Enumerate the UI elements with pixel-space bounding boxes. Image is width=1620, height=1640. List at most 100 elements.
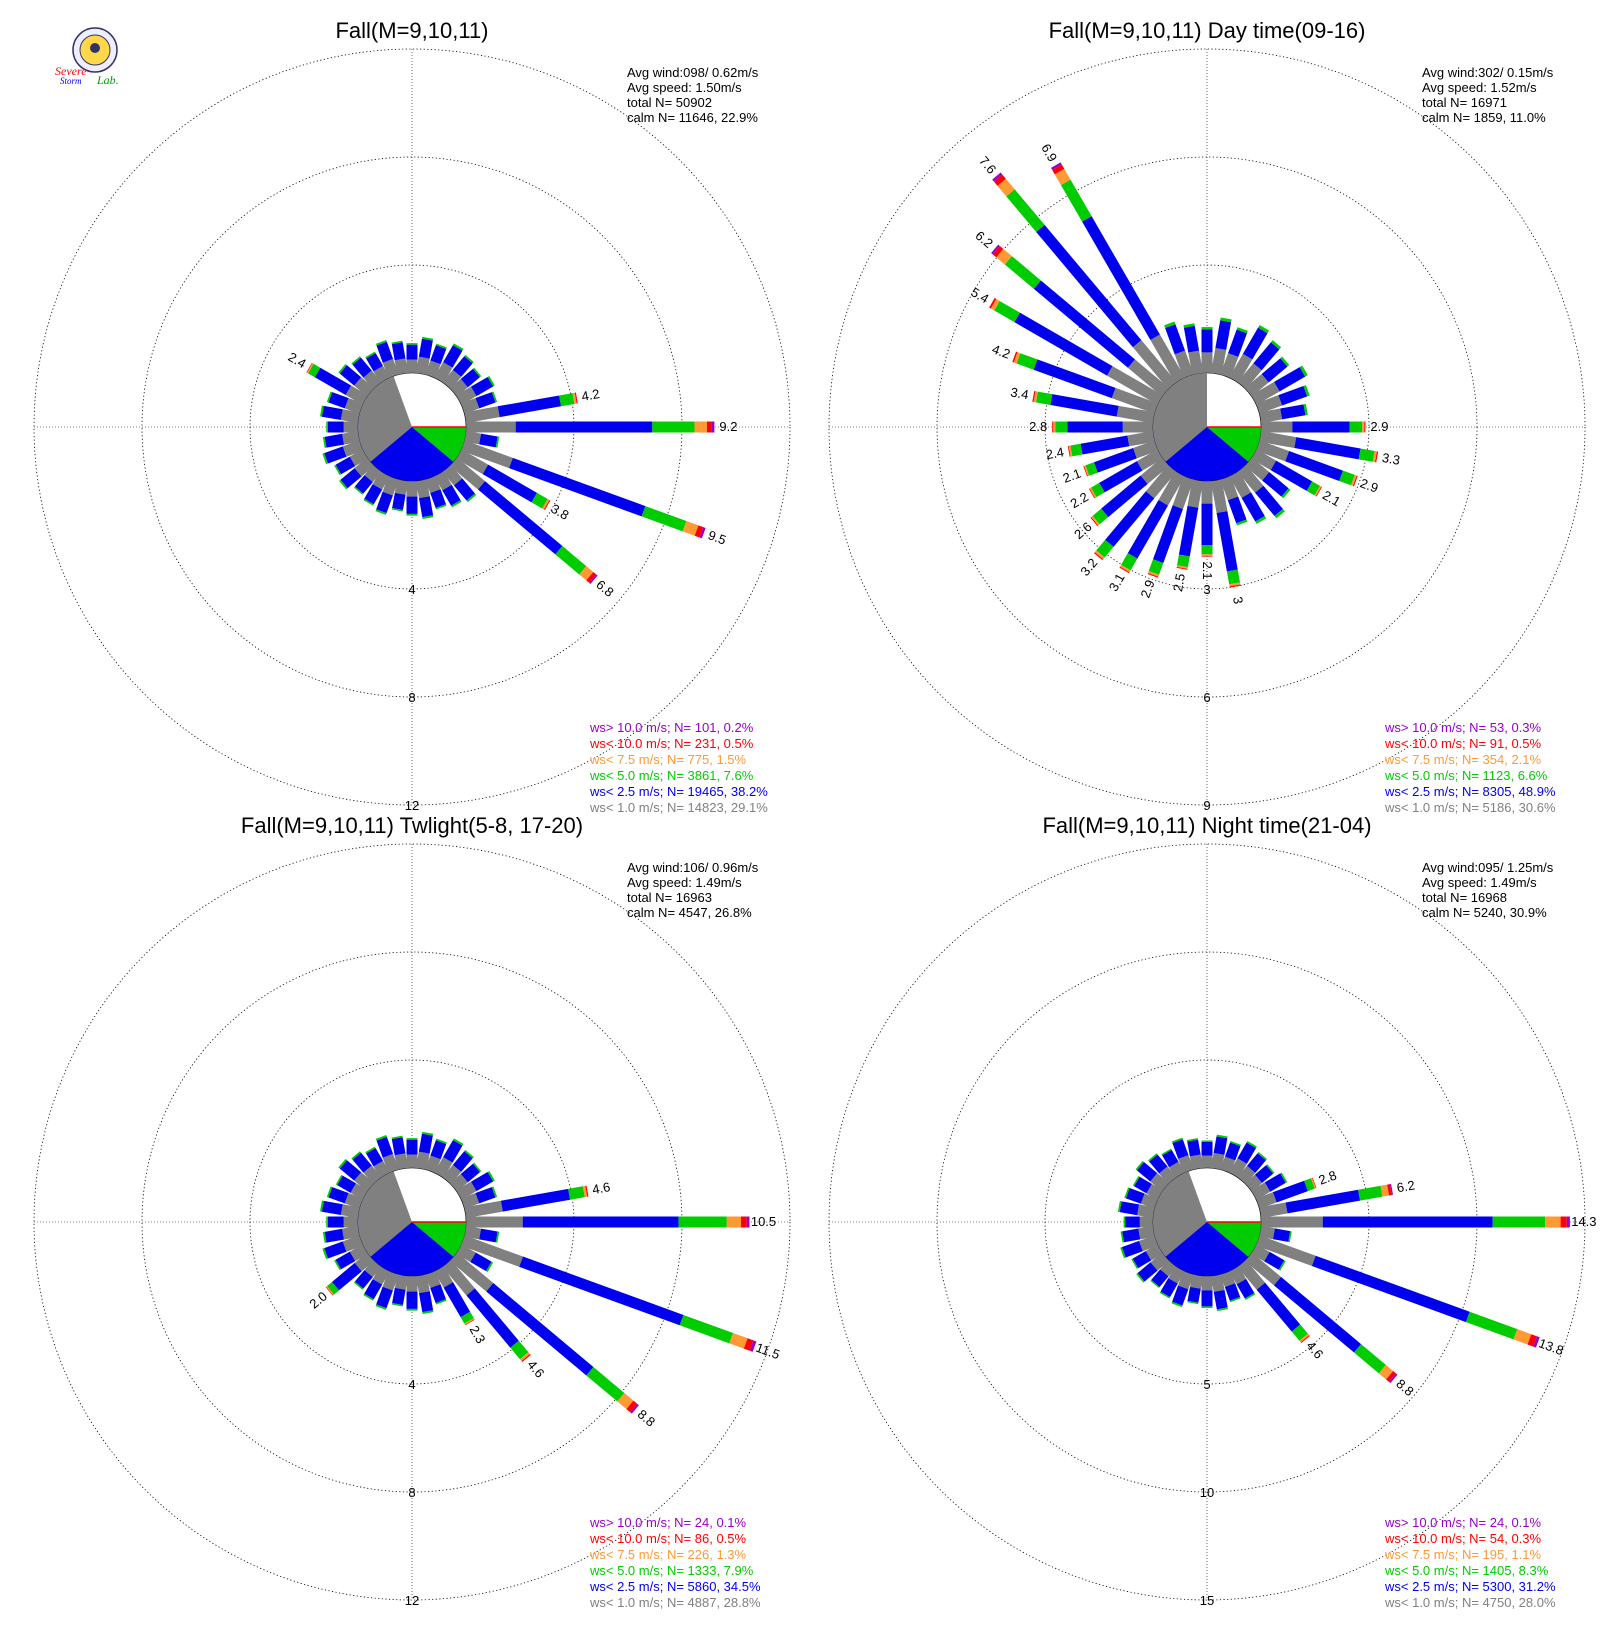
- petal-segment-dir-40: [442, 369, 462, 390]
- info-line: Avg wind:098/ 0.62m/s: [627, 65, 759, 80]
- petal-segment-dir-180: [1201, 1290, 1213, 1307]
- petal-segment-dir-70: [1278, 386, 1308, 406]
- legend-entry: ws< 5.0 m/s; N= 1123, 6.6%: [1384, 768, 1548, 783]
- petal-segment-dir-260: [322, 1231, 327, 1243]
- legend-entry: ws< 1.0 m/s; N= 4887, 28.8%: [589, 1595, 761, 1610]
- petal-segment-dir-110: [1285, 451, 1344, 481]
- petal-segment-dir-80: [574, 392, 578, 404]
- petal-segment-dir-110: [1255, 1235, 1316, 1267]
- petal-segment-dir-110: [743, 1338, 754, 1351]
- petal-segment-dir-260: [1127, 430, 1155, 447]
- petal-segment-dir-10: [421, 1131, 434, 1136]
- petal-segment-dir-70: [1255, 395, 1283, 414]
- info-line: calm N= 1859, 11.0%: [1422, 110, 1546, 125]
- petal-label: 3.4: [1009, 384, 1029, 402]
- petal-segment-dir-280: [340, 409, 360, 424]
- petal-segment-dir-70: [491, 1186, 498, 1198]
- petal-segment-dir-250: [1133, 440, 1159, 459]
- petal-segment-dir-120: [1306, 481, 1321, 496]
- ring-label: 8: [408, 1485, 415, 1500]
- petal-segment-dir-140: [453, 478, 475, 501]
- petal-segment-dir-270: [1125, 1216, 1140, 1228]
- petal-segment-dir-160: [425, 475, 441, 494]
- petal-segment-dir-240: [334, 1259, 342, 1271]
- petal-segment-dir-110: [1527, 1334, 1537, 1347]
- petal-segment-dir-20: [1224, 1142, 1241, 1161]
- petal-segment-dir-30: [443, 345, 463, 368]
- petal-segment-dir-120: [543, 500, 551, 511]
- petal-segment-dir-110: [1465, 1311, 1518, 1340]
- petal-segment-dir-150: [1241, 492, 1265, 522]
- petal-segment-dir-300: [308, 363, 321, 378]
- petal-segment-dir-300: [1132, 1176, 1140, 1187]
- petal-segment-dir-50: [1244, 1174, 1263, 1192]
- petal-segment-dir-200: [1171, 1301, 1183, 1308]
- calm-sector-green: [412, 1222, 466, 1257]
- petal-segment-dir-300: [337, 1175, 356, 1193]
- petal-segment-dir-140: [1291, 1324, 1308, 1341]
- petal-segment-dir-130: [1386, 1371, 1397, 1382]
- petal-segment-dir-270: [327, 421, 344, 433]
- petal-segment-dir-100: [1259, 430, 1297, 448]
- petal-segment-dir-170: [1226, 569, 1240, 585]
- petal-segment-dir-200: [1153, 505, 1183, 564]
- petal-segment-dir-300: [1106, 366, 1163, 405]
- info-line: Avg speed: 1.52m/s: [1422, 80, 1537, 95]
- petal-segment-dir-280: [1033, 391, 1038, 403]
- petal-segment-dir-80: [1285, 1189, 1361, 1214]
- petal-segment-dir-310: [338, 363, 347, 374]
- petal-segment-dir-160: [435, 1299, 447, 1305]
- petal-segment-dir-40: [452, 1151, 473, 1172]
- petal-segment-dir-60: [1280, 1172, 1288, 1183]
- petal-segment-dir-210: [1160, 1278, 1178, 1298]
- petal-segment-dir-0: [406, 1139, 418, 1155]
- petal-segment-dir-300: [345, 385, 368, 405]
- petal-segment-dir-40: [452, 356, 473, 377]
- calm-sector-grey: [358, 376, 412, 462]
- petal-segment-dir-80: [568, 1186, 585, 1200]
- petal-segment-dir-200: [1148, 559, 1164, 575]
- petal-segment-dir-50: [1244, 373, 1269, 397]
- petal-segment-dir-60: [1251, 381, 1280, 405]
- petal-segment-dir-90: [1362, 421, 1365, 433]
- petal-segment-dir-150: [1236, 1278, 1255, 1299]
- petal-segment-dir-170: [422, 515, 434, 520]
- petal-segment-dir-240: [1090, 482, 1105, 498]
- petal-segment-dir-180: [1201, 1276, 1213, 1291]
- petal-label: 4.6: [524, 1357, 547, 1380]
- petal-segment-dir-150: [460, 1311, 474, 1324]
- petal-segment-dir-290: [328, 392, 349, 409]
- ring-3: [828, 843, 1586, 1601]
- petal-segment-dir-200: [375, 1304, 387, 1310]
- info-line: Avg speed: 1.50m/s: [627, 80, 742, 95]
- petal-segment-dir-80: [582, 1185, 588, 1198]
- petal-segment-dir-310: [1135, 1160, 1144, 1171]
- petal-label: 5.4: [968, 284, 991, 306]
- petal-segment-dir-300: [989, 298, 997, 309]
- petal-segment-dir-340: [376, 341, 394, 363]
- petal-label: 9.5: [706, 527, 728, 547]
- petal-segment-dir-200: [375, 509, 387, 515]
- petal-segment-dir-140: [1256, 1282, 1301, 1332]
- petal-segment-dir-310: [338, 1158, 347, 1169]
- petal-segment-dir-110: [749, 1340, 757, 1352]
- petal-segment-dir-200: [1147, 572, 1159, 578]
- legend-entry: ws< 10.0 m/s; N= 231, 0.5%: [589, 736, 754, 751]
- petal-segment-dir-290: [1013, 352, 1021, 364]
- petal-segment-dir-330: [1150, 334, 1185, 383]
- petal-segment-dir-90: [652, 421, 695, 433]
- petal-segment-dir-110: [1339, 470, 1355, 486]
- petal-segment-dir-190: [1178, 505, 1199, 557]
- petal-segment-dir-150: [464, 1318, 475, 1325]
- lab-logo: Severe Storm Lab.: [55, 27, 119, 87]
- petal-segment-dir-230: [339, 479, 348, 490]
- petal-segment-dir-140: [1255, 485, 1283, 517]
- windrose-panel-4: Fall(M=9,10,11) Night time(21-04) 5 10 15 2.…: [828, 813, 1597, 1610]
- petal-segment-dir-350: [391, 342, 406, 361]
- petal-segment-dir-120: [482, 464, 538, 503]
- petal-segment-dir-150: [1244, 1293, 1256, 1300]
- petal-segment-dir-70: [1272, 1180, 1308, 1203]
- petal-segment-dir-240: [1089, 487, 1097, 498]
- petal-label: 2.9: [1370, 419, 1388, 434]
- petal-segment-dir-350: [1183, 323, 1195, 328]
